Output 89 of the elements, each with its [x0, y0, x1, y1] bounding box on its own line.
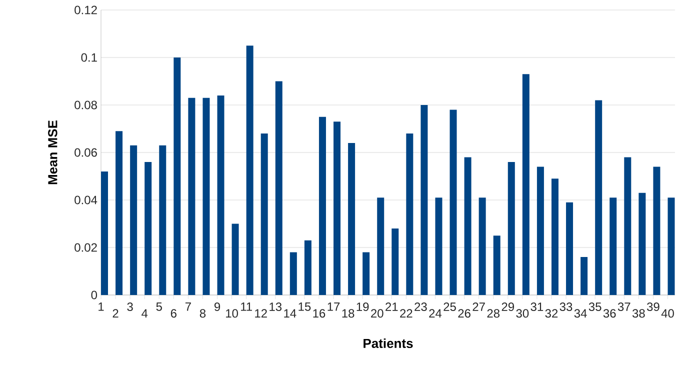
bar: [334, 122, 341, 295]
bar: [493, 236, 500, 295]
x-tick-label: 25: [444, 302, 456, 312]
x-tick-label: 5: [156, 302, 162, 311]
bar: [551, 178, 558, 295]
x-tick-label: 31: [530, 302, 544, 312]
x-tick-label: 6: [170, 309, 176, 318]
bar: [290, 252, 297, 295]
bar: [304, 240, 312, 295]
x-tick-label: 33: [560, 302, 572, 312]
bar: [246, 46, 254, 295]
bar: [653, 166, 660, 295]
x-tick-label: 9: [214, 302, 220, 312]
x-tick-label: 13: [270, 302, 282, 312]
bar: [536, 166, 544, 295]
bar: [101, 171, 108, 295]
bar: [159, 145, 166, 295]
bar: [580, 257, 588, 295]
x-tick-label: 24: [429, 309, 442, 318]
bar: [116, 131, 123, 295]
bar: [144, 162, 152, 295]
y-tick-label: 0.02: [74, 243, 97, 252]
x-tick-label: 17: [328, 302, 340, 311]
bar: [638, 192, 646, 295]
bar: [566, 202, 574, 295]
y-tick-label: 0.1: [81, 53, 97, 62]
bar: [188, 98, 196, 295]
x-tick-label: 35: [588, 302, 602, 312]
x-axis-title: Patients: [364, 338, 413, 348]
x-tick-label: 18: [342, 309, 354, 318]
bar: [668, 198, 675, 295]
y-axis-title: Mean MSE: [48, 120, 58, 184]
x-tick-label: 14: [284, 309, 296, 318]
x-tick-label: 26: [458, 309, 470, 318]
x-tick-label: 19: [356, 302, 369, 312]
x-tick-label: 38: [632, 309, 645, 318]
bar: [595, 100, 602, 295]
x-tick-label: 39: [646, 302, 660, 312]
bar: [348, 142, 356, 295]
x-tick-label: 37: [618, 302, 630, 312]
bar: [275, 81, 282, 295]
bar: [478, 198, 486, 295]
x-tick-label: 30: [516, 309, 529, 318]
x-tick-label: 21: [386, 302, 398, 311]
x-tick-label: 32: [545, 309, 558, 318]
x-tick-label: 7: [185, 302, 191, 311]
y-tick-label: 0.12: [74, 6, 97, 14]
bar: [406, 133, 414, 295]
x-tick-label: 1: [98, 302, 104, 311]
bar: [450, 110, 457, 295]
x-tick-label: 12: [255, 309, 267, 318]
x-tick-label: 29: [502, 302, 514, 312]
y-tick-label: 0.06: [74, 148, 97, 157]
bar: [362, 252, 370, 295]
bar: [260, 133, 268, 295]
x-tick-label: 2: [112, 309, 118, 318]
x-tick-label: 40: [661, 309, 674, 318]
bar: [232, 224, 239, 295]
x-tick-label: 4: [142, 309, 148, 318]
x-tick-label: 10: [226, 309, 238, 318]
x-tick-label: 28: [487, 309, 500, 318]
bar: [522, 74, 530, 295]
bar: [610, 198, 617, 295]
x-tick-label: 23: [414, 302, 427, 312]
x-tick-label: 34: [574, 309, 587, 318]
x-tick-label: 27: [472, 302, 485, 311]
bar: [130, 145, 138, 295]
bar: [392, 228, 399, 295]
x-tick-label: 8: [200, 309, 206, 318]
bar: [464, 157, 472, 295]
x-tick-label: 11: [241, 302, 252, 311]
bar: [202, 98, 210, 295]
y-tick-label: 0.08: [74, 100, 97, 110]
y-tick-label: 0.04: [74, 196, 98, 204]
bar: [624, 157, 632, 295]
x-tick-label: 22: [400, 309, 412, 318]
x-tick-label: 20: [371, 309, 384, 318]
y-tick-label: 0: [91, 290, 98, 300]
x-tick-label: 16: [313, 309, 326, 318]
bar: [435, 198, 442, 295]
x-tick-label: 36: [603, 309, 616, 318]
bar: [420, 104, 428, 295]
x-tick-label: 15: [298, 302, 311, 311]
bar: [174, 57, 181, 295]
bar: [318, 116, 326, 295]
bar: [217, 95, 224, 295]
x-tick-label: 3: [127, 302, 133, 312]
bar: [508, 162, 515, 295]
bar: [377, 198, 384, 295]
